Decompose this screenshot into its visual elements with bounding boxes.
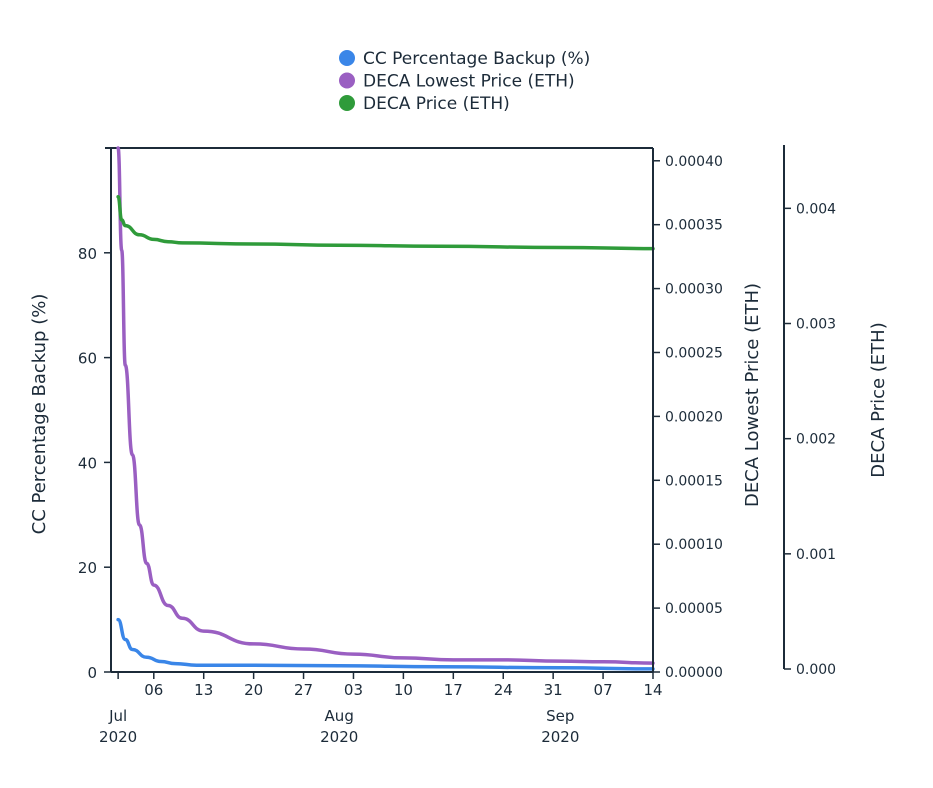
x-tick-label: 20 bbox=[244, 681, 263, 699]
left-tick-label: 0 bbox=[87, 664, 97, 682]
right2-tick-label: 0.000 bbox=[796, 662, 836, 678]
x-tick-label: 24 bbox=[494, 681, 513, 699]
x-axis: Jul 2020 06 13 20 27 03 10 17 24 31 07 14 Aug 2020 Sep 2… bbox=[99, 671, 663, 746]
x-tick-label: 27 bbox=[294, 681, 313, 699]
right1-tick-label: 0.00015 bbox=[665, 473, 723, 489]
right2-tick-label: 0.002 bbox=[796, 432, 836, 448]
right1-tick-label: 0.00005 bbox=[665, 601, 723, 617]
left-tick-label: 60 bbox=[78, 350, 97, 368]
right1-tick-label: 0.00020 bbox=[665, 409, 723, 425]
legend-marker bbox=[339, 72, 355, 89]
right2-axis: 0.000 0.001 0.002 0.003 0.004 DECA Price (ETH… bbox=[783, 145, 889, 678]
right1-tick-label: 0.00025 bbox=[665, 345, 723, 361]
right1-tick-label: 0.00000 bbox=[665, 665, 723, 681]
x-month-label: Sep bbox=[546, 707, 574, 725]
right2-tick-label: 0.004 bbox=[796, 201, 836, 217]
legend-label: CC Percentage Backup (%) bbox=[363, 49, 590, 69]
right1-tick-label: 0.00010 bbox=[665, 537, 723, 553]
series-line bbox=[116, 195, 655, 251]
legend-label: DECA Lowest Price (ETH) bbox=[363, 72, 575, 92]
right2-tick-label: 0.001 bbox=[796, 547, 836, 563]
x-tick-label: 31 bbox=[544, 681, 563, 699]
x-year-label: 2020 bbox=[320, 728, 358, 746]
x-tick-label: 17 bbox=[444, 681, 463, 699]
right1-tick-label: 0.00040 bbox=[665, 154, 723, 170]
legend-label: DECA Price (ETH) bbox=[363, 94, 510, 114]
legend-marker bbox=[339, 95, 355, 111]
right1-axis: 0.00000 0.00005 0.00010 0.00015 0.00020 0.000… bbox=[652, 148, 763, 681]
x-month-label: Aug bbox=[325, 707, 354, 725]
x-tick-label: 13 bbox=[194, 681, 213, 699]
right2-axis-title: DECA Price (ETH) bbox=[868, 322, 889, 477]
left-tick-label: 80 bbox=[78, 245, 97, 263]
right1-tick-label: 0.00035 bbox=[665, 218, 723, 234]
left-tick-label: 40 bbox=[78, 454, 97, 472]
series-layer bbox=[116, 146, 655, 671]
series-line bbox=[116, 146, 655, 665]
x-year-label: 2020 bbox=[541, 728, 579, 746]
left-axis-title: CC Percentage Backup (%) bbox=[29, 294, 50, 535]
legend: CC Percentage Backup (%) DECA Lowest Pric… bbox=[339, 49, 590, 114]
x-year-label: 2020 bbox=[99, 728, 137, 746]
left-tick-label: 20 bbox=[78, 559, 97, 577]
x-tick-label: 14 bbox=[643, 681, 662, 699]
x-tick-label: 03 bbox=[344, 681, 363, 699]
right2-tick-label: 0.003 bbox=[796, 317, 836, 333]
legend-marker bbox=[339, 50, 355, 66]
x-tick-label: 10 bbox=[394, 681, 413, 699]
left-axis: 0 20 40 60 80 CC Percentage Backup (%) bbox=[29, 148, 112, 682]
x-tick-label: 07 bbox=[594, 681, 613, 699]
x-tick-label: 06 bbox=[144, 681, 163, 699]
right1-tick-label: 0.00030 bbox=[665, 282, 723, 298]
x-tick-label: Jul bbox=[108, 707, 127, 725]
right1-axis-title: DECA Lowest Price (ETH) bbox=[742, 283, 763, 507]
